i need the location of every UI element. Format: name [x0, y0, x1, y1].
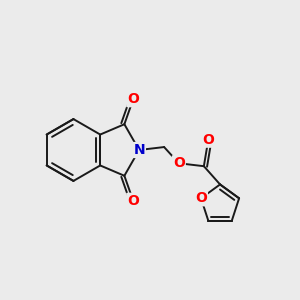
- Text: O: O: [127, 194, 139, 208]
- Text: O: O: [195, 191, 207, 205]
- Text: O: O: [202, 133, 214, 147]
- Text: O: O: [127, 92, 139, 106]
- Text: O: O: [173, 156, 185, 170]
- Text: N: N: [133, 143, 145, 157]
